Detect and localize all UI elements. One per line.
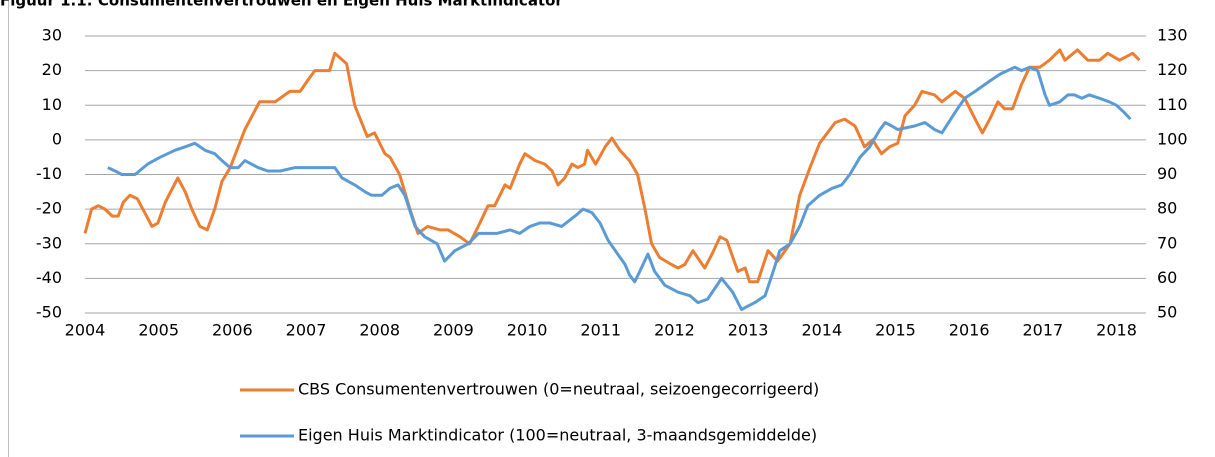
y-tick-label: -30 <box>36 233 62 252</box>
y-tick-label: 20 <box>42 60 62 79</box>
y2-tick-label: 100 <box>1157 129 1188 148</box>
y2-tick-label: 90 <box>1157 164 1177 183</box>
y-tick-label: -50 <box>36 303 62 322</box>
y2-tick-label: 60 <box>1157 268 1177 287</box>
x-tick-label: 2011 <box>580 321 621 340</box>
legend-label: Eigen Huis Marktindicator (100=neutraal,… <box>298 426 817 445</box>
x-tick-label: 2004 <box>65 321 106 340</box>
x-tick-label: 2006 <box>212 321 253 340</box>
x-tick-label: 2015 <box>875 321 916 340</box>
y-tick-label: 30 <box>42 26 62 45</box>
x-tick-label: 2016 <box>949 321 990 340</box>
legend-label: CBS Consumentenvertrouwen (0=neutraal, s… <box>298 380 819 399</box>
y2-tick-label: 50 <box>1157 303 1177 322</box>
y-tick-label: 10 <box>42 95 62 114</box>
chart-title: Figuur 1.1: Consumentenvertrouwen en Eig… <box>0 0 563 10</box>
chart-frame <box>8 0 9 457</box>
y-tick-label: -40 <box>36 268 62 287</box>
x-tick-label: 2013 <box>728 321 769 340</box>
x-tick-label: 2010 <box>507 321 548 340</box>
x-tick-label: 2005 <box>138 321 179 340</box>
y-tick-label: -20 <box>36 199 62 218</box>
y2-tick-label: 80 <box>1157 199 1177 218</box>
y2-tick-label: 70 <box>1157 233 1177 252</box>
y2-tick-label: 110 <box>1157 95 1188 114</box>
y2-tick-label: 130 <box>1157 26 1188 45</box>
y-tick-label: -10 <box>36 164 62 183</box>
y-tick-label: 0 <box>52 129 62 148</box>
x-tick-label: 2018 <box>1096 321 1137 340</box>
y2-tick-label: 120 <box>1157 60 1188 79</box>
x-tick-label: 2017 <box>1022 321 1063 340</box>
x-tick-label: 2009 <box>433 321 474 340</box>
x-tick-label: 2012 <box>654 321 695 340</box>
x-tick-label: 2007 <box>286 321 327 340</box>
x-tick-label: 2008 <box>359 321 400 340</box>
x-tick-label: 2014 <box>801 321 842 340</box>
line-series <box>107 65 1132 311</box>
